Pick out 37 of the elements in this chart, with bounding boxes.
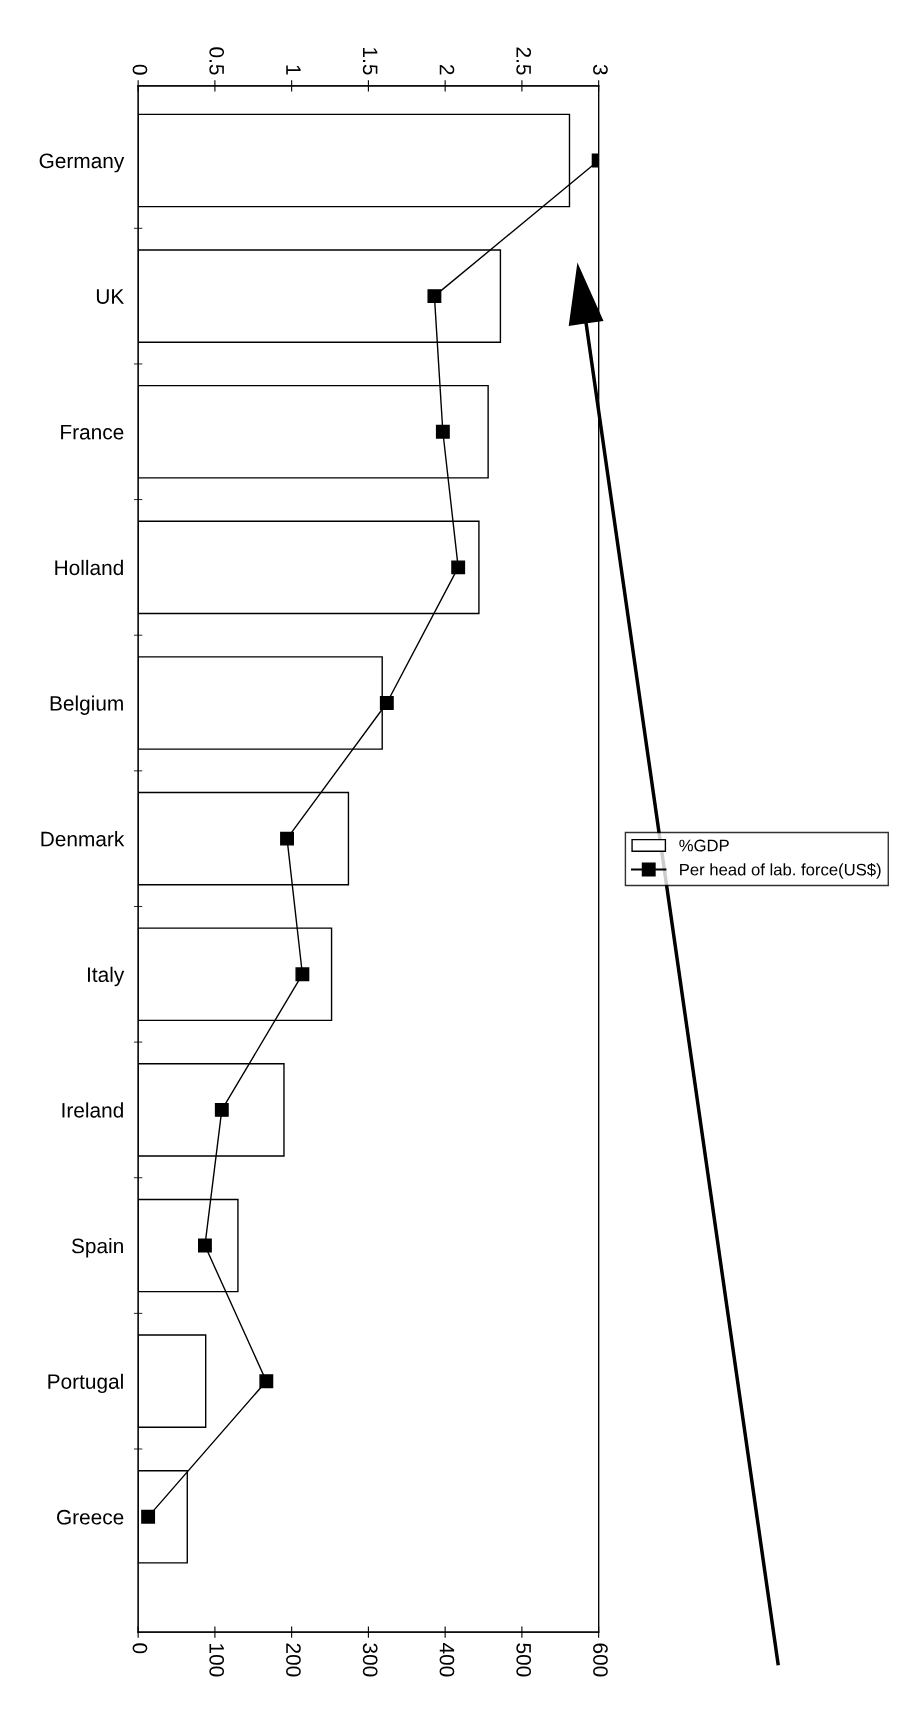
- x-tick-label: 500: [516, 1643, 532, 1677]
- x-tick-label: 200: [286, 1643, 301, 1677]
- point: [197, 1238, 212, 1253]
- legend-label: Per head of lab. force(US$): [680, 863, 881, 879]
- y-tick-label: Spain: [71, 1238, 123, 1258]
- y-tick-label: Denmark: [41, 831, 125, 847]
- legend-label: %GDP: [679, 839, 729, 852]
- x-tick-label: 0: [132, 1643, 148, 1654]
- point: [435, 424, 450, 439]
- point: [379, 696, 394, 710]
- x2-tick-label: 1: [286, 65, 301, 75]
- point: [214, 1102, 229, 1117]
- point: [259, 1374, 274, 1389]
- y-tick-label: Holland: [55, 559, 123, 576]
- y-tick-label: Italy: [87, 966, 125, 987]
- y-tick-label: Germany: [39, 153, 125, 173]
- x-tick-label: 100: [209, 1644, 225, 1677]
- x2-tick-label: 2.5: [516, 47, 532, 75]
- x2-tick-label: 3: [593, 64, 608, 75]
- y-tick-label: Ireland: [62, 1102, 123, 1118]
- point: [451, 560, 466, 575]
- y-tick-label: Portugal: [48, 1373, 123, 1394]
- y-tick-label: France: [61, 424, 124, 440]
- point: [141, 1509, 156, 1524]
- x2-tick-label: 0.5: [209, 47, 225, 75]
- x2-tick-label: 0: [132, 64, 148, 75]
- x2-tick-label: 1.5: [362, 48, 378, 75]
- x-tick-label: 400: [439, 1643, 455, 1677]
- y-tick-label: Belgium: [50, 695, 123, 715]
- y-tick-label: UK: [96, 289, 125, 304]
- point: [295, 967, 310, 982]
- x-tick-label: 600: [593, 1643, 608, 1677]
- x-tick-label: 300: [362, 1643, 378, 1677]
- point: [280, 831, 294, 846]
- point: [427, 289, 442, 304]
- y-tick-label: Greece: [57, 1509, 124, 1525]
- x2-tick-label: 2: [439, 64, 455, 75]
